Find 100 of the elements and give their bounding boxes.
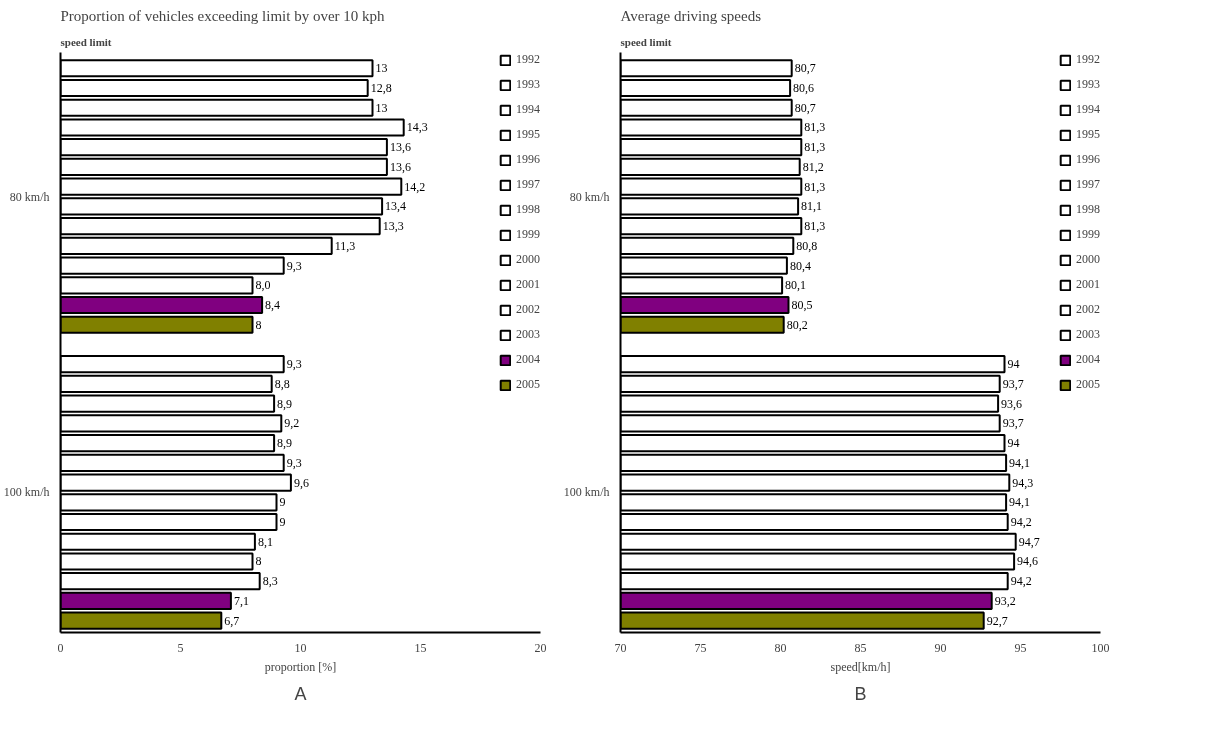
data-label: 8,9 (277, 436, 293, 451)
chart-title: Proportion of vehicles exceeding limit by over 10 kph (60, 7, 386, 24)
data-label: 13,6 (389, 140, 411, 155)
data-label: 80,6 (793, 81, 815, 96)
data-label: 8,1 (257, 534, 273, 549)
data-label: 9,3 (286, 455, 302, 470)
data-label: 94,6 (1017, 554, 1039, 569)
data-label: 92,7 (986, 613, 1008, 628)
legend-label: 1998 (516, 202, 540, 217)
legend-label: 1992 (1076, 52, 1100, 67)
data-label: 7,1 (233, 593, 249, 608)
x-tick-label: 75 (694, 640, 707, 655)
legend-label: 2001 (1076, 277, 1100, 292)
data-label: 13 (375, 100, 388, 115)
x-tick-label: 20 (534, 640, 547, 655)
legend-label: 1997 (516, 177, 540, 192)
data-label: 9,6 (293, 475, 309, 490)
data-label: 8,3 (262, 574, 278, 589)
x-tick-label: 0 (57, 640, 64, 655)
text: A (294, 683, 307, 704)
data-label: 13,3 (382, 219, 404, 234)
data-label: 81,3 (804, 179, 826, 194)
data-label: 80,4 (789, 258, 811, 273)
data-label: 93,6 (1001, 396, 1023, 411)
data-label: 8 (255, 554, 262, 569)
data-label: 94 (1007, 357, 1020, 372)
data-label: 94,3 (1012, 475, 1034, 490)
data-label: 13 (375, 61, 388, 76)
legend-label: 1993 (516, 77, 540, 92)
x-tick-label: 15 (414, 640, 427, 655)
x-tick-label: 5 (177, 640, 184, 655)
data-label: 13,4 (385, 199, 407, 214)
legend-label: 2003 (1076, 327, 1100, 342)
x-tick-label: 70 (614, 640, 627, 655)
data-label: 80,5 (791, 298, 813, 313)
data-label: 14,3 (406, 120, 428, 135)
data-label: 81,3 (804, 219, 826, 234)
x-tick-label: 90 (934, 640, 947, 655)
x-tick-label: 100 (1091, 640, 1110, 655)
data-label: 81,3 (804, 140, 826, 155)
x-tick-label: 10 (294, 640, 307, 655)
x-tick-label: 85 (854, 640, 867, 655)
y-tick-label: 100 km/h (563, 485, 610, 500)
y-tick-label: 80 km/h (9, 189, 50, 204)
legend-label: 1994 (1076, 102, 1100, 117)
chart-title: Average driving speeds (620, 7, 762, 24)
data-label: 6,7 (224, 613, 240, 628)
legend-label: 1999 (1076, 227, 1100, 242)
data-label: 93,7 (1002, 376, 1024, 391)
legend-label: 1995 (516, 127, 540, 142)
legend-label: 1995 (1076, 127, 1100, 142)
data-label: 94,1 (1009, 495, 1031, 510)
legend-label: 1998 (1076, 202, 1100, 217)
legend-label: 1992 (516, 52, 540, 67)
data-label: 8,4 (265, 298, 281, 313)
x-tick-label: 80 (774, 640, 787, 655)
legend-label: 1993 (1076, 77, 1100, 92)
data-label: 81,2 (802, 159, 824, 174)
data-label: 9 (279, 495, 286, 510)
data-label: 9,2 (284, 416, 300, 431)
legend-label: 1996 (1076, 152, 1100, 167)
data-label: 8,8 (274, 376, 290, 391)
data-label: 94,2 (1010, 574, 1032, 589)
y-axis-title: speed limit (60, 35, 112, 48)
legend-label: 2000 (1076, 252, 1100, 267)
data-label: 93,2 (994, 593, 1016, 608)
data-label: 80,7 (794, 100, 816, 115)
data-label: 80,1 (785, 278, 807, 293)
data-label: 8,9 (277, 396, 293, 411)
data-label: 94 (1007, 436, 1020, 451)
legend-label: 1994 (516, 102, 540, 117)
data-label: 80,7 (794, 61, 816, 76)
data-label: 93,7 (1002, 416, 1024, 431)
legend-label: 1996 (516, 152, 540, 167)
data-label: 13,6 (389, 159, 411, 174)
data-label: 11,3 (334, 238, 356, 253)
data-label: 81,1 (801, 199, 823, 214)
x-axis-title: proportion [%] (264, 659, 337, 674)
data-label: 94,7 (1018, 534, 1040, 549)
legend-label: 2004 (1076, 352, 1100, 367)
legend-label: 2000 (516, 252, 540, 267)
text: B (854, 683, 867, 704)
data-label: 14,2 (404, 179, 426, 194)
y-tick-label: 100 km/h (3, 485, 50, 500)
legend-label: 2003 (516, 327, 540, 342)
legend-label: 2002 (1076, 302, 1100, 317)
data-label: 8,0 (255, 278, 271, 293)
data-label: 9,3 (286, 357, 302, 372)
y-tick-label: 80 km/h (569, 189, 610, 204)
legend-label: 2005 (1076, 377, 1100, 392)
legend-label: 2005 (516, 377, 540, 392)
data-label: 94,1 (1009, 455, 1031, 470)
data-label: 9,3 (286, 258, 302, 273)
legend-label: 2002 (516, 302, 540, 317)
legend-label: 2001 (516, 277, 540, 292)
data-label: 94,2 (1010, 515, 1032, 530)
data-label: 80,2 (786, 317, 808, 332)
data-label: 12,8 (370, 81, 392, 96)
y-axis-title: speed limit (620, 35, 672, 48)
legend-label: 2004 (516, 352, 540, 367)
